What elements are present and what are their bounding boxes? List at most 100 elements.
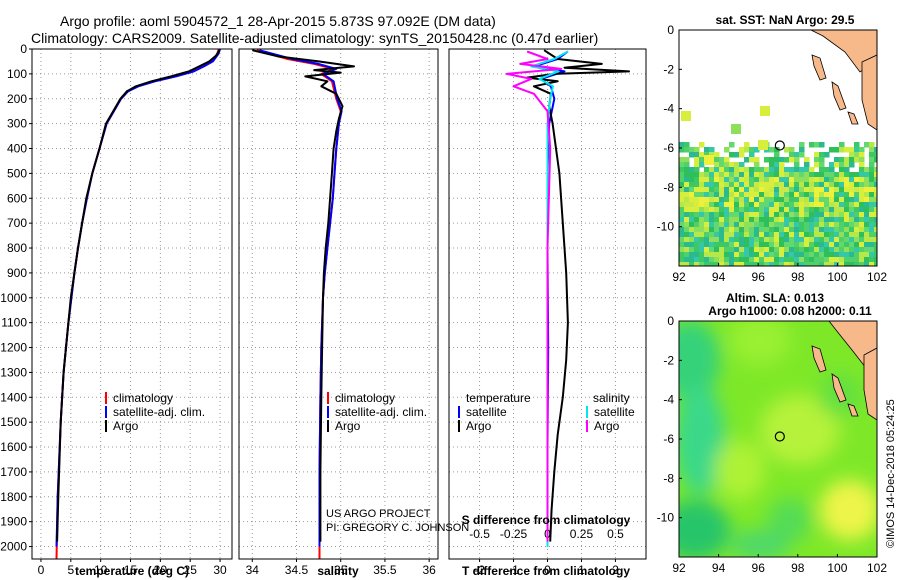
sst-cell <box>704 152 710 158</box>
sst-cell <box>704 242 710 248</box>
sst-cell <box>834 177 840 183</box>
sst-cell <box>694 192 700 198</box>
sst-cell <box>689 212 695 218</box>
x2-tick-label: 0.5 <box>607 527 624 541</box>
sst-cell <box>834 252 840 258</box>
sst-cell <box>834 217 840 223</box>
sst-cell <box>864 252 870 258</box>
sst-cell <box>869 177 875 183</box>
sst-cell <box>859 147 865 153</box>
sst-cell <box>829 227 835 233</box>
sst-cell <box>759 262 765 266</box>
sst-cell <box>849 207 855 213</box>
sst-cell <box>694 167 700 173</box>
sst-cell <box>834 187 840 193</box>
sst-cell <box>774 147 780 153</box>
sst-cell <box>799 242 805 248</box>
sst-cell <box>804 252 810 258</box>
sst-cell <box>774 192 780 198</box>
sst-cell <box>764 172 770 178</box>
sst-cell <box>739 162 745 168</box>
sst-cell <box>704 237 710 243</box>
map-x-tick-label: 100 <box>827 561 847 575</box>
sst-cell <box>739 252 745 258</box>
sst-cell <box>749 262 755 266</box>
sst-cell <box>794 152 800 158</box>
sst-cell <box>684 147 690 153</box>
sst-cell <box>704 257 710 263</box>
sst-cell <box>679 247 685 253</box>
sst-cell <box>849 257 855 263</box>
sst-cell <box>709 172 715 178</box>
sst-cell <box>679 197 685 203</box>
sst-cell <box>849 172 855 178</box>
sst-cell <box>734 252 740 258</box>
sst-cell <box>774 257 780 263</box>
sst-cell <box>784 157 790 163</box>
sst-cell <box>869 162 875 168</box>
x-tick-label: 0 <box>38 563 45 577</box>
sst-cell <box>804 217 810 223</box>
sst-cell <box>704 247 710 253</box>
sst-cell <box>704 182 710 188</box>
sst-cell <box>849 147 855 153</box>
sst-cell <box>739 202 745 208</box>
sst-cell <box>814 257 820 263</box>
legend-label-s-argo: Argo <box>594 419 620 433</box>
series-s-argo <box>505 50 563 542</box>
sst-cell <box>779 222 785 228</box>
sst-cell <box>769 157 775 163</box>
sst-cell <box>754 207 760 213</box>
sst-cell <box>744 207 750 213</box>
sst-cell <box>704 227 710 233</box>
sst-cell <box>839 262 845 266</box>
sst-cell <box>864 177 870 183</box>
sst-cell <box>839 147 845 153</box>
sst-cell <box>684 242 690 248</box>
sst-cell <box>739 167 745 173</box>
sst-cell <box>774 187 780 193</box>
sst-cell <box>874 192 877 198</box>
sst-cell <box>824 227 830 233</box>
sst-cell <box>849 222 855 228</box>
y-tick-label: 700 <box>7 216 27 230</box>
sst-cell <box>744 197 750 203</box>
sst-cell <box>734 222 740 228</box>
sst-cell <box>819 162 825 168</box>
map-y-tick-label: -2 <box>663 62 674 76</box>
map-x-tick-label: 98 <box>791 270 805 284</box>
sst-cell <box>774 217 780 223</box>
sst-cell <box>794 192 800 198</box>
sst-cell <box>684 252 690 258</box>
sst-cell <box>819 227 825 233</box>
sst-cell <box>709 222 715 228</box>
sst-cell <box>759 177 765 183</box>
sst-cell <box>864 167 870 173</box>
sst-cell <box>824 172 830 178</box>
sst-cell <box>774 262 780 266</box>
sst-cell <box>699 152 705 158</box>
sst-cell <box>819 182 825 188</box>
sst-cell <box>749 257 755 263</box>
sst-cell <box>759 227 765 233</box>
sst-cell <box>764 212 770 218</box>
sst-cell <box>684 172 690 178</box>
sst-cell <box>759 222 765 228</box>
sst-cell <box>869 212 875 218</box>
sst-map-title: sat. SST: NaN Argo: 29.5 <box>716 13 855 27</box>
y-tick-label: 200 <box>7 92 27 106</box>
sst-cell <box>784 247 790 253</box>
sst-cell <box>854 247 860 253</box>
sst-cell <box>719 197 725 203</box>
map-x-tick-label: 94 <box>712 561 726 575</box>
sst-cell <box>724 202 730 208</box>
sst-cell <box>769 162 775 168</box>
sst-cell <box>679 202 685 208</box>
sst-cell <box>714 217 720 223</box>
x-tick-label: 30 <box>213 563 227 577</box>
sst-cell <box>779 247 785 253</box>
sst-cell <box>874 237 877 243</box>
sst-cell <box>719 192 725 198</box>
sst-cell <box>784 182 790 188</box>
sst-cell <box>739 187 745 193</box>
